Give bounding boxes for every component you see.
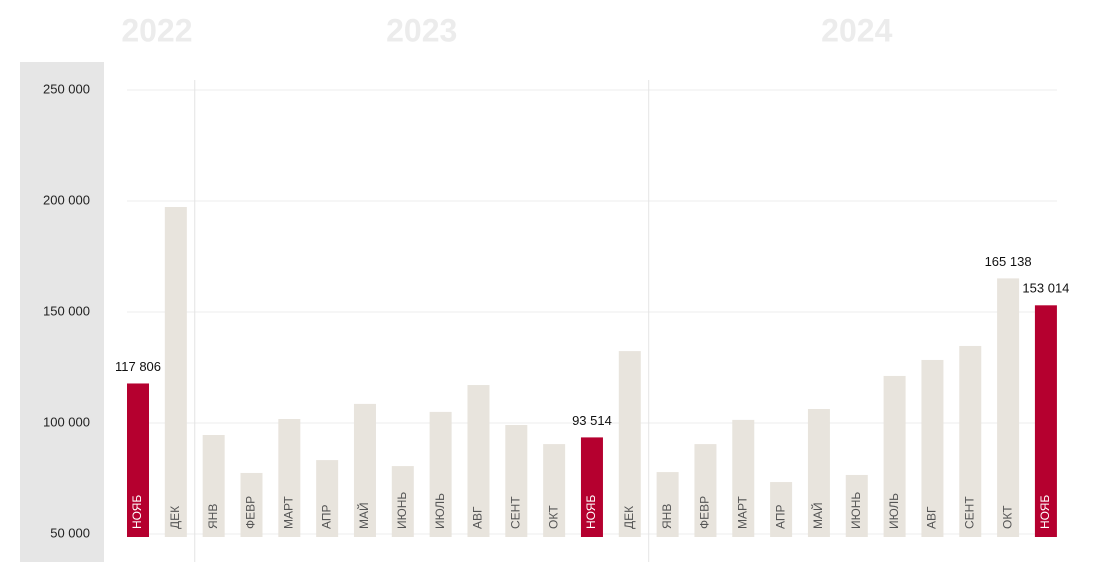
bar	[316, 460, 339, 537]
x-tick-label: ДЕК	[168, 506, 182, 529]
bar	[353, 403, 376, 537]
value-label: 117 806	[115, 359, 161, 374]
x-tick-label: ИЮЛЬ	[433, 493, 447, 529]
x-tick-label: ЯНВ	[660, 504, 674, 529]
bar	[543, 444, 566, 537]
x-tick-label: АПР	[773, 505, 787, 530]
year-label: 2023	[386, 12, 457, 48]
x-tick-label: ИЮНЬ	[395, 492, 409, 529]
bar	[467, 385, 490, 537]
year-label: 2022	[121, 12, 192, 48]
bar	[807, 409, 830, 537]
value-label: 93 514	[572, 413, 612, 428]
y-tick-label: 150 000	[43, 303, 90, 318]
x-tick-label: МАЙ	[356, 502, 371, 529]
y-axis-panel	[20, 62, 104, 562]
x-tick-label: ЯНВ	[206, 504, 220, 529]
bar	[921, 359, 944, 537]
bar	[1034, 305, 1057, 537]
bar	[732, 419, 755, 537]
x-tick-label: СЕНТ	[508, 496, 522, 529]
x-tick-label: НОЯБ	[1038, 495, 1052, 529]
bar	[770, 482, 793, 537]
bar	[580, 437, 603, 537]
bar	[694, 444, 717, 537]
y-tick-label: 200 000	[43, 192, 90, 207]
y-tick-label: 100 000	[43, 414, 90, 429]
y-tick-label: 50 000	[50, 525, 90, 540]
bar	[391, 466, 414, 537]
bar	[656, 472, 679, 537]
bar	[127, 383, 149, 537]
x-tick-label: ОКТ	[546, 505, 560, 529]
x-tick-label: АВГ	[471, 506, 485, 529]
value-label: 153 014	[1022, 281, 1069, 296]
x-tick-label: МАРТ	[735, 496, 749, 529]
value-label: 165 138	[985, 254, 1032, 269]
x-tick-label: ОКТ	[1000, 505, 1014, 529]
bar	[429, 411, 452, 537]
y-tick-label: 250 000	[43, 81, 90, 96]
x-tick-label: ФЕВР	[698, 496, 712, 529]
bar	[883, 375, 906, 537]
bar	[959, 345, 982, 537]
bar	[845, 474, 868, 537]
x-tick-label: НОЯБ	[584, 495, 598, 529]
x-tick-label: АПР	[319, 505, 333, 530]
bar	[618, 351, 641, 537]
bar	[202, 434, 225, 537]
x-tick-label: ИЮЛЬ	[887, 493, 901, 529]
bar	[240, 472, 263, 537]
x-tick-label: СЕНТ	[962, 496, 976, 529]
x-tick-label: МАРТ	[281, 496, 295, 529]
bar	[278, 419, 301, 537]
x-tick-label: АВГ	[925, 506, 939, 529]
bar	[505, 425, 528, 537]
x-tick-label: МАЙ	[810, 502, 825, 529]
x-tick-label: НОЯБ	[130, 495, 144, 529]
x-tick-label: ДЕК	[622, 506, 636, 529]
year-label: 2024	[821, 12, 892, 48]
bar	[164, 206, 187, 537]
x-tick-label: ФЕВР	[244, 496, 258, 529]
x-tick-label: ИЮНЬ	[849, 492, 863, 529]
bar	[997, 278, 1020, 537]
